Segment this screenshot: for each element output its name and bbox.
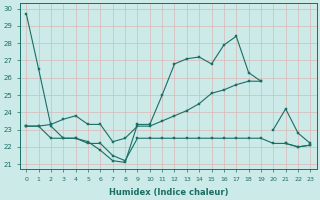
X-axis label: Humidex (Indice chaleur): Humidex (Indice chaleur): [108, 188, 228, 197]
